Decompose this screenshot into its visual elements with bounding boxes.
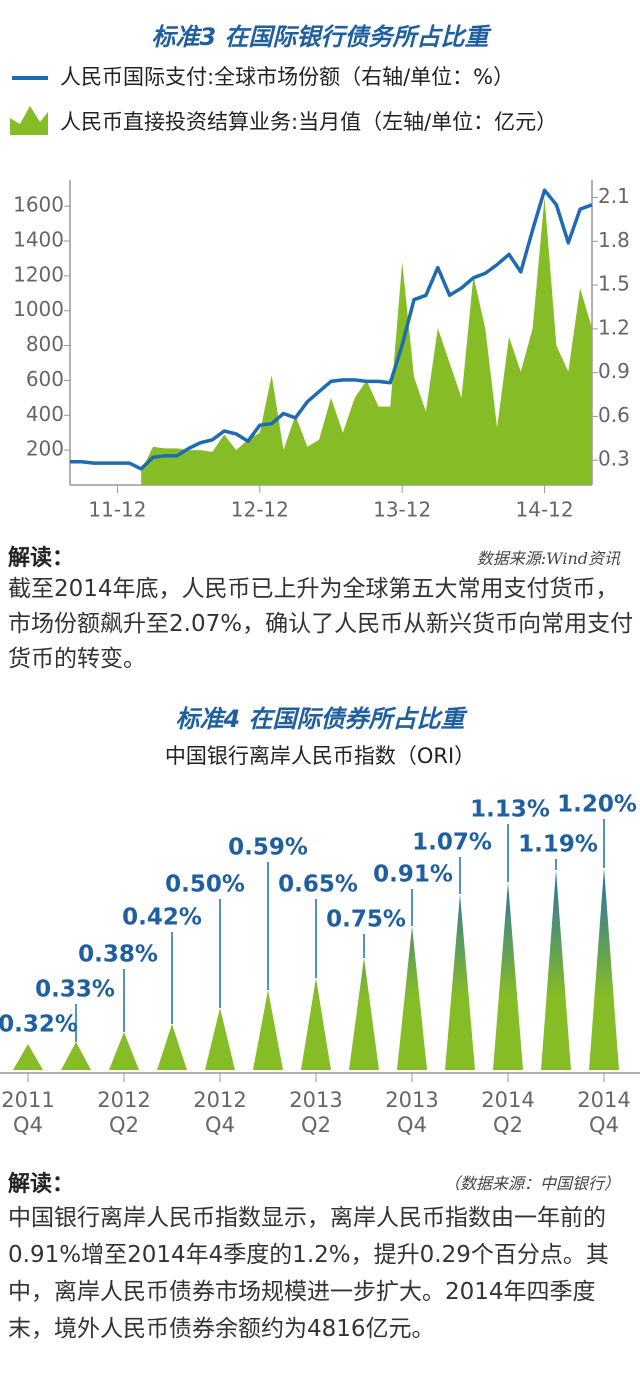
legend-area-icon (10, 106, 48, 135)
spike (109, 1032, 139, 1070)
value-label: 0.91% (373, 862, 453, 888)
spike (493, 882, 523, 1070)
legend-label: 人民币直接投资结算业务:当月值（左轴/单位：亿元） (60, 110, 557, 134)
spike (61, 1042, 91, 1070)
y2-tick-label: 0.6 (598, 403, 630, 427)
y2-tick-label: 2.1 (598, 184, 630, 208)
y-tick-label: 800 (26, 332, 64, 356)
spike (589, 868, 619, 1070)
value-label: 0.50% (165, 872, 245, 898)
spike (541, 870, 571, 1070)
y-tick-label: 600 (26, 367, 64, 391)
y-tick-label: 400 (26, 402, 64, 426)
note-text: 中国银行离岸人民币指数显示，离岸人民币指数由一年前的0.91%增至2014年4季… (8, 1205, 609, 1342)
chart-subtitle: 中国银行离岸人民币指数（ORI） (165, 744, 475, 768)
spike (301, 978, 331, 1070)
y2-tick-label: 0.9 (598, 359, 630, 383)
area (141, 197, 592, 485)
note-source: （数据来源：中国银行） (443, 1174, 620, 1193)
spike (205, 1008, 235, 1070)
x-tick-label: 2011 Q4 (1, 1088, 55, 1137)
value-label: 0.75% (326, 907, 406, 933)
y2-tick-label: 1.2 (598, 315, 630, 339)
x-tick-label: 2013 Q2 (289, 1088, 343, 1137)
value-label: 1.19% (518, 832, 598, 858)
spike (13, 1044, 43, 1070)
value-label: 1.20% (557, 792, 637, 818)
y2-tick-label: 0.3 (598, 447, 630, 471)
value-label: 0.59% (228, 835, 308, 861)
y2-tick-label: 1.5 (598, 272, 630, 296)
y-tick-label: 1200 (13, 262, 64, 286)
note-text: 截至2014年底，人民币已上升为全球第五大常用支付货币，市场份额飙升至2.07%… (8, 576, 634, 672)
x-tick-label: 2014 Q4 (577, 1088, 631, 1137)
value-label: 0.33% (35, 977, 115, 1003)
note-heading: 解读： (8, 1172, 75, 1197)
spike (445, 894, 475, 1070)
x-tick-label: 12-12 (231, 498, 289, 522)
x-tick-label: 13-12 (373, 498, 431, 522)
legend-label: 人民币国际支付:全球市场份额（右轴/单位：%） (60, 65, 514, 89)
value-label: 1.13% (470, 797, 550, 823)
value-label: 1.07% (412, 830, 492, 856)
chart-title: 标准3 在国际银行债务所占比重 (151, 23, 492, 51)
y-tick-label: 1000 (13, 297, 64, 321)
x-tick-label: 2013 Q4 (385, 1088, 439, 1137)
spike (157, 1024, 187, 1070)
spike (397, 926, 427, 1070)
value-label: 0.42% (122, 905, 202, 931)
value-label: 0.32% (0, 1012, 78, 1038)
x-tick-label: 2012 Q2 (97, 1088, 151, 1137)
value-label: 0.65% (278, 872, 358, 898)
spike (349, 958, 379, 1070)
x-tick-label: 11-12 (88, 498, 146, 522)
x-tick-label: 2012 Q4 (193, 1088, 247, 1137)
note-heading: 解读： (8, 546, 75, 571)
spike (253, 990, 283, 1070)
y-tick-label: 1600 (13, 193, 64, 217)
value-label: 0.38% (78, 942, 158, 968)
note-source: 数据来源:Wind资讯 (476, 549, 620, 568)
y2-tick-label: 1.8 (598, 228, 630, 252)
x-tick-label: 2014 Q2 (481, 1088, 535, 1137)
y-tick-label: 1400 (13, 228, 64, 252)
line (70, 188, 593, 471)
chart-title: 标准4 在国际债券所占比重 (175, 705, 468, 733)
x-tick-label: 14-12 (515, 498, 573, 522)
y-tick-label: 200 (26, 437, 64, 461)
